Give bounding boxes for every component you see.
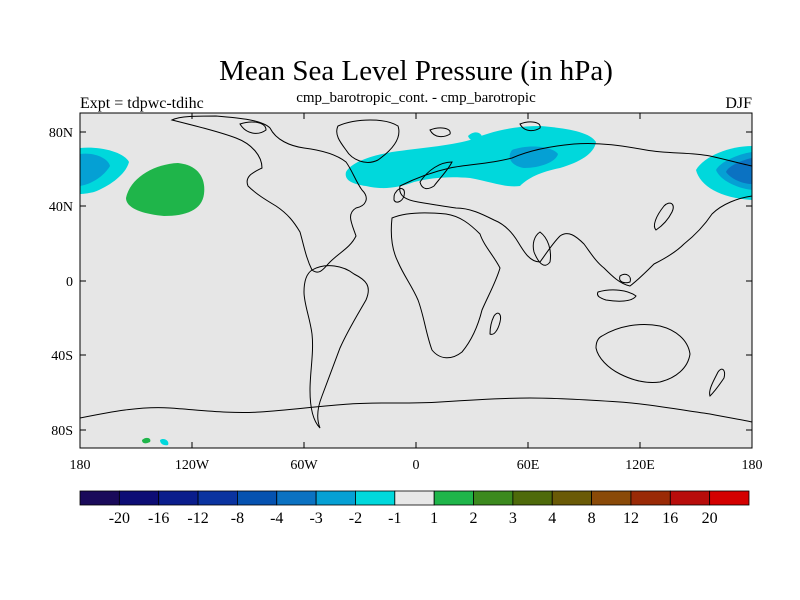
coast-south-america (303, 265, 369, 429)
small-negative-anomaly-south (160, 438, 169, 446)
colorbar-label: 12 (623, 510, 639, 527)
small-anomaly-arctic (468, 132, 482, 141)
colorbar-swatch (551, 490, 592, 506)
colorbar-label: -4 (270, 510, 283, 527)
lat-tick-label: 40S (51, 349, 73, 364)
lon-tick-label: 180 (742, 458, 763, 473)
lat-tick-label: 40N (49, 200, 73, 215)
colorbar-label: -12 (187, 510, 208, 527)
colorbar-swatch (276, 490, 317, 506)
coast-svalbard (429, 127, 451, 138)
difference-label: cmp_barotropic_cont. - cmp_barotropic (296, 90, 536, 106)
colorbar-swatch (630, 490, 671, 506)
coast-north-america (170, 115, 367, 273)
lat-tick-label: 0 (66, 275, 73, 290)
coast-borneo (619, 273, 631, 284)
colorbar-label: 8 (588, 510, 596, 527)
coast-new-zealand (709, 368, 725, 397)
colorbar-label: 2 (470, 510, 478, 527)
coast-india (532, 231, 551, 266)
coast-severnaya (519, 121, 541, 132)
colorbar: -20 -16 -12 -8 -4 -3 -2 -1 1 2 3 4 8 12 16 20 (79, 490, 750, 527)
latitude-axis: 80N 40N 0 40S 80S (49, 126, 752, 439)
colorbar-label: 3 (509, 510, 517, 527)
lon-tick-label: 120E (625, 458, 655, 473)
colorbar-swatch (158, 490, 199, 506)
coast-africa (390, 212, 501, 359)
lat-tick-label: 80S (51, 424, 73, 439)
anomaly-shading (80, 126, 752, 446)
map-panel (79, 112, 753, 449)
coast-antarctica (80, 397, 752, 448)
colorbar-label: 4 (548, 510, 556, 527)
coast-japan (653, 202, 674, 231)
season-label: DJF (725, 95, 752, 112)
colorbar-swatch (237, 490, 278, 506)
colorbar-label: -8 (231, 510, 244, 527)
main-title: Mean Sea Level Pressure (in hPa) (219, 55, 613, 87)
coast-australia (595, 323, 691, 383)
coast-eurasia (399, 142, 752, 287)
coast-uk (393, 188, 405, 203)
lon-tick-label: 60W (290, 458, 318, 473)
colorbar-swatch (709, 490, 750, 506)
coast-greenland (336, 119, 400, 163)
negative-anomaly-eurasia-core (509, 146, 558, 168)
colorbar-swatch (394, 490, 435, 506)
colorbar-swatch (355, 490, 396, 506)
coastlines (80, 115, 752, 448)
coast-scandinavia (419, 161, 453, 190)
colorbar-swatch (79, 490, 120, 506)
coast-canadian-arctic (239, 121, 267, 134)
expt-label: Expt = tdpwc-tdihc (80, 95, 204, 112)
colorbar-label: -16 (148, 510, 169, 527)
lat-tick-label: 80N (49, 126, 73, 141)
negative-anomaly-eurasia (345, 126, 596, 189)
colorbar-label: -20 (109, 510, 130, 527)
colorbar-swatch (473, 490, 514, 506)
colorbar-label: 16 (662, 510, 678, 527)
colorbar-swatch (512, 490, 553, 506)
negative-anomaly-nw-pacific-core (80, 153, 110, 186)
colorbar-swatch (118, 490, 160, 506)
lon-tick-label: 60E (517, 458, 540, 473)
colorbar-swatch (315, 490, 356, 506)
longitude-axis: 180 120W 60W 0 60E 120E 180 (70, 113, 763, 473)
positive-anomaly-pacific (126, 163, 205, 216)
coast-indonesia (597, 289, 637, 302)
colorbar-label: -1 (388, 510, 401, 527)
lon-tick-label: 120W (175, 458, 210, 473)
colorbar-label: -3 (309, 510, 322, 527)
coast-madagascar (489, 312, 501, 335)
colorbar-label: 20 (702, 510, 718, 527)
colorbar-label: 1 (430, 510, 438, 527)
lon-tick-label: 180 (70, 458, 91, 473)
small-positive-anomaly-south (142, 437, 151, 444)
colorbar-label: -2 (349, 510, 362, 527)
colorbar-swatch (591, 490, 632, 506)
colorbar-swatch (197, 490, 238, 506)
colorbar-swatch (669, 490, 711, 506)
colorbar-swatch (433, 490, 474, 506)
lon-tick-label: 0 (413, 458, 420, 473)
